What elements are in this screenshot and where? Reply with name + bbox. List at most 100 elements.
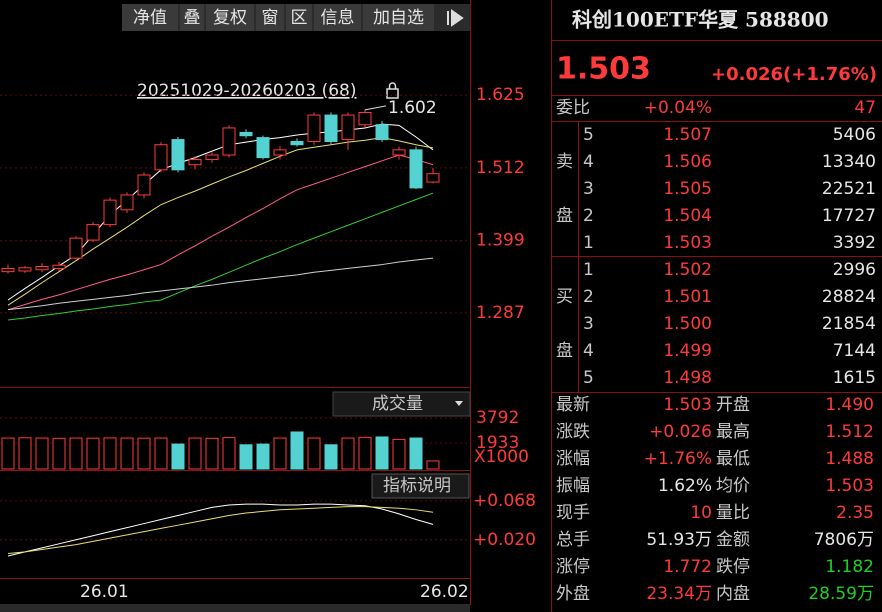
book-volume: 21854 <box>822 314 876 334</box>
volume-bar <box>171 443 185 470</box>
candle-body <box>358 111 372 126</box>
candle-body <box>52 264 66 269</box>
stat-label: 跌停 <box>716 557 750 577</box>
candle-body <box>222 127 236 156</box>
moving-average <box>7 154 434 311</box>
volume-bar <box>324 444 338 470</box>
toolbar-label[interactable]: 区 <box>291 8 308 28</box>
toolbar-label[interactable]: 复权 <box>213 8 247 28</box>
candle-body <box>409 149 423 189</box>
book-price: 1.502 <box>663 260 712 280</box>
volume-bar <box>239 444 253 470</box>
indicator-help-button[interactable] <box>371 473 470 499</box>
candle-body <box>205 154 219 161</box>
book-volume: 28824 <box>822 287 876 307</box>
peak-pointer <box>364 105 387 111</box>
stat-value: 7806万 <box>814 530 874 550</box>
book-level: 2 <box>583 206 594 226</box>
indicator-help[interactable]: 指标说明 <box>383 476 451 496</box>
y-tick-label: 1933 <box>476 433 519 453</box>
toolbar-button[interactable] <box>286 4 312 31</box>
volume-bar <box>307 437 321 470</box>
stat-value: 10 <box>690 503 712 523</box>
volume-bar <box>222 437 236 470</box>
stat-value: 1.488 <box>825 449 874 469</box>
candle-body <box>18 267 32 272</box>
scrollbar[interactable] <box>0 604 470 612</box>
stat-label: 量比 <box>716 503 750 523</box>
toolbar-label[interactable]: 叠 <box>184 8 201 28</box>
volume-bar <box>103 437 117 470</box>
y-tick-label: 1.625 <box>476 85 525 105</box>
y-tick-label: 1.399 <box>476 231 525 251</box>
book-volume: 5406 <box>833 125 876 145</box>
book-level: 5 <box>583 125 594 145</box>
book-price: 1.507 <box>663 125 712 145</box>
range-label: 20251029-20260203 (68) <box>137 81 357 101</box>
stat-value: 1.503 <box>825 476 874 496</box>
stat-value: 1.490 <box>825 395 874 415</box>
candle-body <box>188 159 202 166</box>
side-label: 盘 <box>556 341 573 361</box>
stat-label: 现手 <box>556 503 590 523</box>
toolbar-label[interactable]: 窗 <box>262 8 279 28</box>
peak-label: 1.602 <box>388 98 437 118</box>
volume-bar <box>137 437 151 470</box>
indicator-name[interactable]: 成交量 <box>372 394 423 414</box>
moving-average <box>7 257 434 311</box>
stat-label: 均价 <box>716 476 750 496</box>
side-label: 盘 <box>556 206 573 226</box>
candle-body <box>103 199 117 226</box>
book-level: 2 <box>583 287 594 307</box>
volume-bar <box>1 437 15 470</box>
book-volume: 22521 <box>822 179 876 199</box>
toolbar-button[interactable] <box>206 4 254 31</box>
toolbar-button[interactable] <box>314 4 361 31</box>
toolbar-icon[interactable] <box>447 9 464 27</box>
book-price: 1.506 <box>663 152 712 172</box>
candle-body <box>120 194 134 211</box>
book-volume: 2996 <box>833 260 876 280</box>
toolbar-button[interactable] <box>122 4 178 31</box>
book-price: 1.498 <box>663 368 712 388</box>
volume-bar <box>18 437 32 470</box>
candle-body <box>290 140 304 146</box>
volume-bar <box>154 437 168 470</box>
toolbar-button[interactable] <box>256 4 284 31</box>
volume-bar <box>256 443 270 470</box>
stat-value: 23.34万 <box>646 584 712 604</box>
volume-bar <box>426 460 440 470</box>
volume-bar <box>409 437 423 470</box>
volume-bar <box>358 436 372 470</box>
moving-average <box>7 192 434 321</box>
book-price: 1.505 <box>663 179 712 199</box>
candle-body <box>35 265 49 271</box>
indicator-dropdown[interactable] <box>332 391 471 417</box>
candle-body <box>341 114 355 141</box>
stat-label: 开盘 <box>716 395 750 415</box>
toolbar-label[interactable]: 信息 <box>321 8 355 28</box>
candle-body <box>392 149 406 156</box>
candle-body <box>1 267 15 273</box>
stat-label: 外盘 <box>556 584 590 604</box>
volume-bar <box>341 437 355 470</box>
book-volume: 17727 <box>822 206 876 226</box>
candle-body <box>154 144 168 171</box>
volume-bar <box>273 437 287 470</box>
volume-bar <box>205 437 219 470</box>
book-volume: 3392 <box>833 233 876 253</box>
stat-value: 1.512 <box>825 422 874 442</box>
y-tick-label: +0.068 <box>473 491 536 511</box>
volume-bar <box>120 437 134 470</box>
stat-value: 1.62% <box>658 476 712 496</box>
candle-body <box>307 114 321 142</box>
candle-body <box>256 137 270 159</box>
toolbar-label[interactable]: 加自选 <box>373 8 424 28</box>
toolbar-button[interactable] <box>180 4 204 31</box>
toolbar-label[interactable]: 净值 <box>133 8 167 28</box>
stat-value: 1.182 <box>825 557 874 577</box>
toolbar-button[interactable] <box>363 4 434 31</box>
stat-label: 最低 <box>716 449 750 469</box>
book-price: 1.503 <box>663 233 712 253</box>
dropdown-arrow <box>455 401 463 406</box>
